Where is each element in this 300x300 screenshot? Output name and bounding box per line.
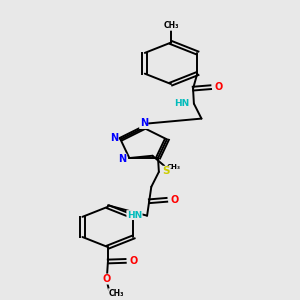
Text: N: N <box>118 154 127 164</box>
Text: O: O <box>214 82 222 92</box>
Text: N: N <box>140 118 148 128</box>
Text: CH₃: CH₃ <box>163 21 179 30</box>
Text: N: N <box>110 133 118 143</box>
Text: HN: HN <box>174 98 189 107</box>
Text: CH₃: CH₃ <box>109 289 124 298</box>
Text: O: O <box>129 256 137 266</box>
Text: CH₃: CH₃ <box>167 164 181 170</box>
Text: O: O <box>170 195 178 205</box>
Text: HN: HN <box>127 211 142 220</box>
Text: O: O <box>103 274 111 284</box>
Text: S: S <box>163 166 170 176</box>
